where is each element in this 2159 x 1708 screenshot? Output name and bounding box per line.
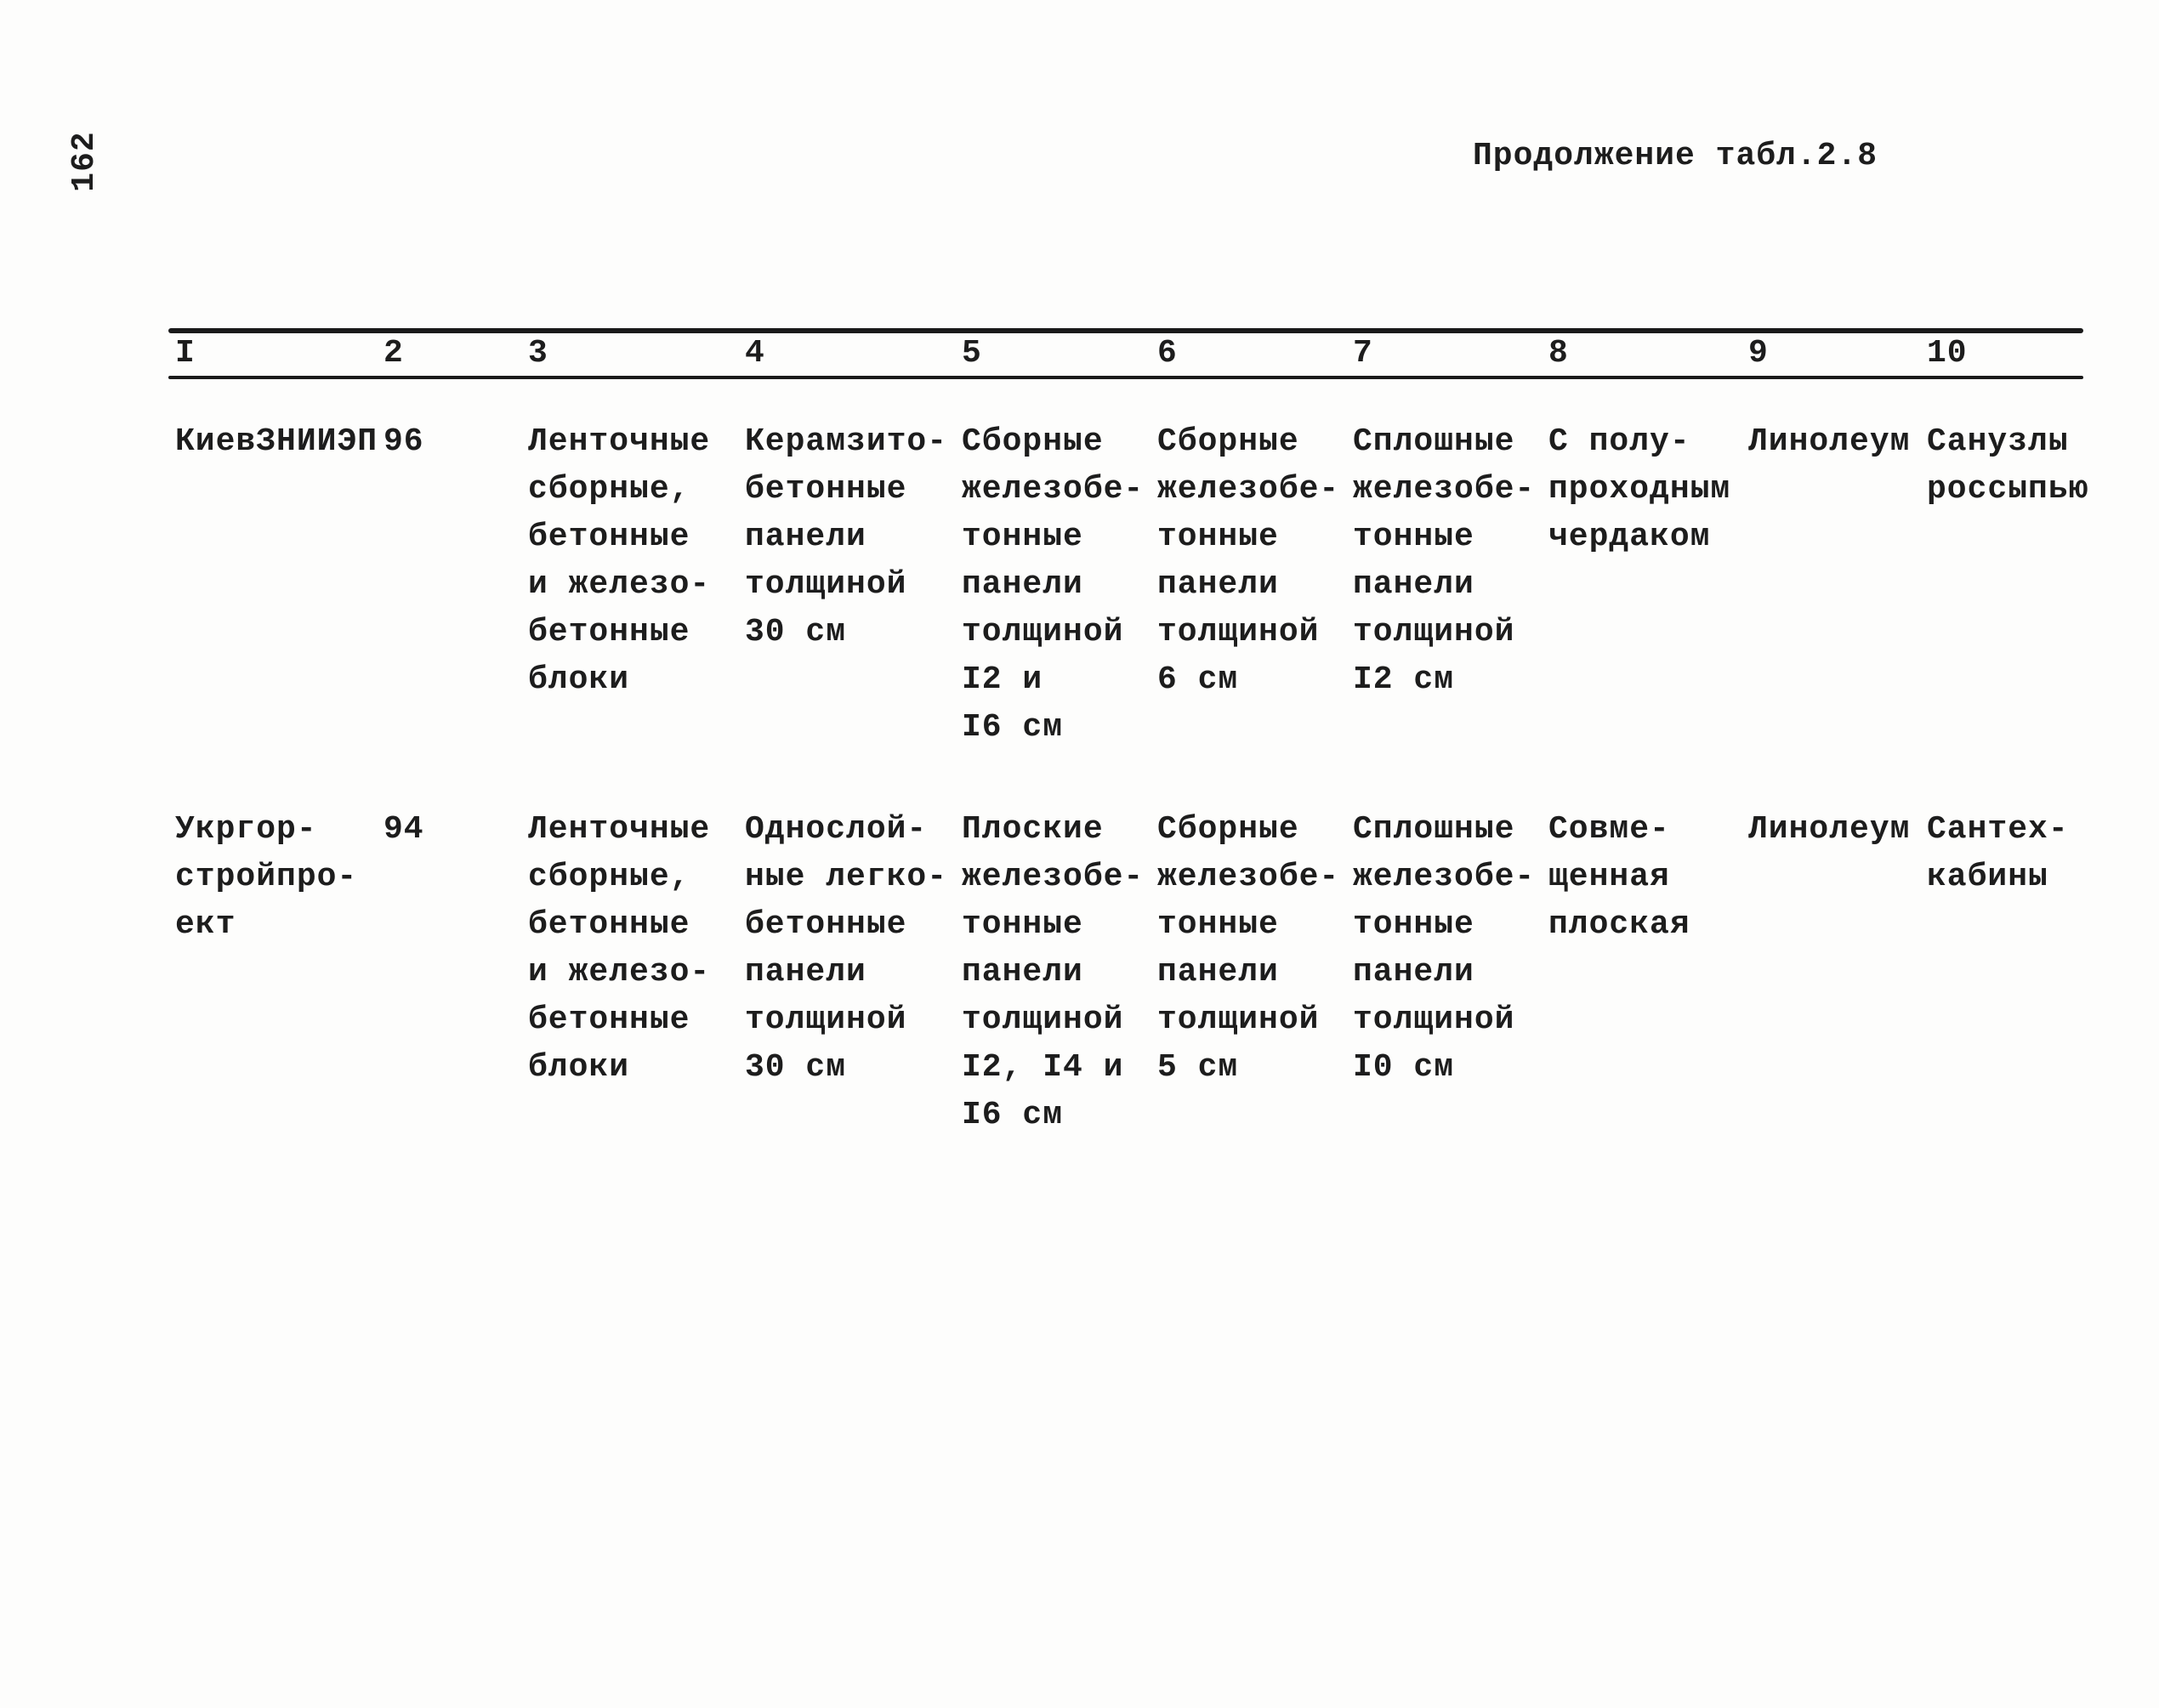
cell-series-number: 94 <box>384 811 424 848</box>
cell-flooring: Линолеум <box>1748 811 1911 848</box>
cell-panels-7: Сплошные железобе- тонные панели толщино… <box>1353 423 1536 698</box>
cell-walls: Керамзито- бетонные панели толщиной 30 с… <box>745 423 948 650</box>
column-number-3: 3 <box>528 335 548 372</box>
cell-organization: КиевЗНИИЭП <box>175 423 378 460</box>
column-number-4: 4 <box>745 335 765 372</box>
cell-foundations: Ленточные сборные, бетонные и железо- бе… <box>528 423 711 698</box>
column-number-10: 10 <box>1927 335 1968 372</box>
cell-panels-5: Плоские железобе- тонные панели толщиной… <box>962 811 1145 1133</box>
column-number-8: 8 <box>1548 335 1569 372</box>
table-row: КиевЗНИИЭП 96 Ленточные сборные, бетонны… <box>168 418 2089 752</box>
cell-foundations: Ленточные сборные, бетонные и железо- бе… <box>528 811 711 1086</box>
cell-series-number: 96 <box>384 423 424 460</box>
column-number-6: 6 <box>1157 335 1178 372</box>
cell-panels-7: Сплошные железобе- тонные панели толщино… <box>1353 811 1536 1086</box>
column-number-5: 5 <box>962 335 982 372</box>
cell-flooring: Линолеум <box>1748 423 1911 460</box>
cell-roof: С полу- проходным чердаком <box>1548 423 1731 555</box>
cell-panels-6: Сборные железобе- тонные панели толщиной… <box>1157 423 1340 698</box>
table-caption: Продолжение табл.2.8 <box>1473 138 1878 174</box>
column-numbers-row: I 2 3 4 5 6 7 8 9 10 <box>168 333 2083 374</box>
cell-organization: Укргор- стройпро- ект <box>175 811 358 943</box>
cell-roof: Совме- щенная плоская <box>1548 811 1690 943</box>
page-number: 162 <box>66 131 103 192</box>
column-number-9: 9 <box>1748 335 1769 372</box>
column-number-7: 7 <box>1353 335 1373 372</box>
column-number-1: I <box>175 335 196 372</box>
cell-panels-6: Сборные железобе- тонные панели толщиной… <box>1157 811 1340 1086</box>
column-number-2: 2 <box>384 335 404 372</box>
cell-walls: Однослой- ные легко- бетонные панели тол… <box>745 811 948 1086</box>
cell-sanitary: Сантех- кабины <box>1927 811 2069 895</box>
table-header-rule <box>168 376 2083 379</box>
cell-sanitary: Санузлы россыпью <box>1927 423 2089 508</box>
table-top-rule <box>168 328 2083 333</box>
cell-panels-5: Сборные железобе- тонные панели толщиной… <box>962 423 1145 746</box>
table-row: Укргор- стройпро- ект 94 Ленточные сборн… <box>168 806 2083 1139</box>
